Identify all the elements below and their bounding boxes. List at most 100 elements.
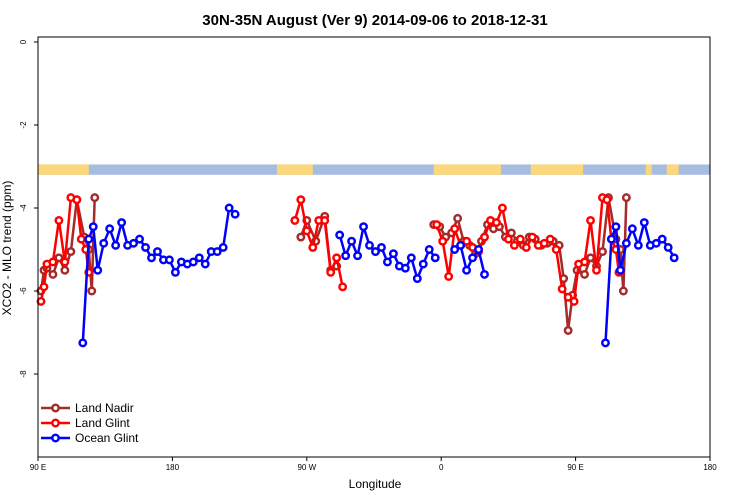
data-point-ocean-glint	[606, 234, 616, 244]
data-point-ocean-glint	[657, 234, 667, 244]
data-point-ocean-glint	[406, 253, 416, 263]
data-point-land-nadir	[618, 286, 628, 296]
legend-item-land-glint: Land Glint	[41, 416, 130, 430]
data-point-land-nadir	[66, 247, 76, 257]
data-point-land-nadir	[296, 232, 306, 242]
data-point-ocean-glint	[663, 242, 673, 252]
data-point-ocean-glint	[84, 234, 94, 244]
legend-swatch-marker	[51, 403, 60, 413]
data-point-land-glint	[521, 242, 531, 252]
data-point-ocean-glint	[194, 253, 204, 263]
ocean-band	[38, 164, 710, 175]
data-point-land-nadir	[54, 253, 64, 263]
data-point-land-glint	[503, 234, 513, 244]
data-point-land-glint	[36, 296, 46, 306]
data-point-ocean-glint	[430, 253, 440, 263]
data-point-ocean-glint	[424, 245, 434, 254]
data-point-land-glint	[586, 216, 595, 225]
data-point-ocean-glint	[468, 253, 478, 263]
data-point-ocean-glint	[93, 265, 103, 275]
data-point-land-glint	[563, 292, 573, 302]
data-point-land-glint	[569, 296, 579, 306]
x-tick-label: 90 E	[567, 463, 583, 472]
data-point-land-nadir	[90, 193, 100, 203]
chart-title: 30N-35N August (Ver 9) 2014-09-06 to 201…	[202, 12, 547, 29]
data-point-land-nadir	[598, 247, 607, 257]
x-axis: 90 E 180 90 W 0 90 E 180	[30, 457, 717, 472]
data-point-ocean-glint	[353, 251, 363, 261]
data-point-ocean-glint	[99, 238, 109, 248]
land-segment	[645, 164, 652, 175]
data-point-land-glint	[338, 282, 348, 292]
data-point-ocean-glint	[474, 245, 483, 254]
y-axis: 0 -2 -4 -6 -8	[19, 39, 38, 378]
data-point-land-glint	[580, 257, 590, 267]
data-point-land-glint	[76, 234, 86, 244]
data-point-ocean-glint	[371, 247, 380, 257]
legend-item-ocean-glint: Ocean Glint	[41, 431, 139, 445]
data-point-land-glint	[302, 226, 312, 236]
legend-item-land-nadir: Land Nadir	[41, 401, 134, 415]
data-point-ocean-glint	[639, 218, 649, 227]
data-point-ocean-glint	[147, 253, 156, 263]
data-point-ocean-glint	[135, 234, 144, 244]
data-point-ocean-glint	[633, 240, 643, 250]
data-point-land-nadir	[60, 265, 70, 275]
data-point-ocean-glint	[462, 265, 472, 275]
data-point-ocean-glint	[88, 222, 98, 232]
data-point-land-nadir	[621, 193, 631, 203]
data-point-land-glint	[290, 216, 300, 225]
data-point-land-glint	[545, 234, 555, 244]
data-point-land-glint	[509, 240, 519, 250]
legend-swatch-marker	[51, 433, 60, 443]
data-point-land-glint	[492, 218, 501, 227]
data-point-land-glint	[551, 245, 561, 254]
data-point-ocean-glint	[230, 209, 240, 219]
data-point-ocean-glint	[170, 267, 180, 277]
data-point-ocean-glint	[141, 242, 150, 252]
data-point-land-glint	[497, 203, 507, 213]
data-point-land-nadir	[563, 325, 573, 335]
x-tick-label: 90 W	[297, 463, 316, 472]
data-point-ocean-glint	[377, 242, 386, 252]
data-point-land-glint	[60, 257, 70, 267]
data-point-ocean-glint	[129, 238, 139, 248]
data-point-land-glint	[450, 224, 460, 234]
land-segment	[433, 164, 501, 175]
data-point-ocean-glint	[105, 224, 115, 234]
land-ocean-mask	[38, 164, 710, 175]
data-point-ocean-glint	[78, 338, 88, 348]
data-point-ocean-glint	[111, 240, 121, 250]
x-tick-label: 180	[703, 463, 717, 472]
data-point-land-glint	[296, 195, 306, 205]
data-point-ocean-glint	[450, 245, 460, 254]
data-point-ocean-glint	[218, 242, 228, 252]
data-point-land-nadir	[48, 269, 58, 279]
data-point-land-glint	[48, 257, 58, 267]
y-tick-label: -8	[19, 370, 28, 378]
data-point-ocean-glint	[212, 247, 222, 257]
y-tick-label: -2	[19, 121, 28, 129]
data-point-ocean-glint	[601, 338, 610, 348]
data-point-ocean-glint	[480, 269, 489, 279]
data-point-ocean-glint	[615, 265, 625, 275]
data-point-ocean-glint	[200, 259, 210, 269]
data-point-land-nadir	[580, 269, 590, 279]
data-point-land-nadir	[453, 213, 463, 223]
data-point-land-glint	[527, 232, 537, 242]
y-tick-label: -6	[19, 287, 28, 295]
data-point-ocean-glint	[347, 236, 357, 246]
plot-frame	[37, 36, 711, 458]
data-point-land-glint	[444, 272, 454, 281]
data-point-ocean-glint	[153, 247, 162, 257]
data-point-land-glint	[539, 238, 549, 248]
land-segment	[38, 164, 89, 175]
data-point-land-glint	[326, 267, 336, 277]
land-segment	[530, 164, 584, 175]
data-point-ocean-glint	[400, 263, 410, 273]
data-point-ocean-glint	[418, 259, 428, 269]
data-point-land-glint	[320, 216, 330, 225]
x-tick-label: 90 E	[30, 463, 46, 472]
